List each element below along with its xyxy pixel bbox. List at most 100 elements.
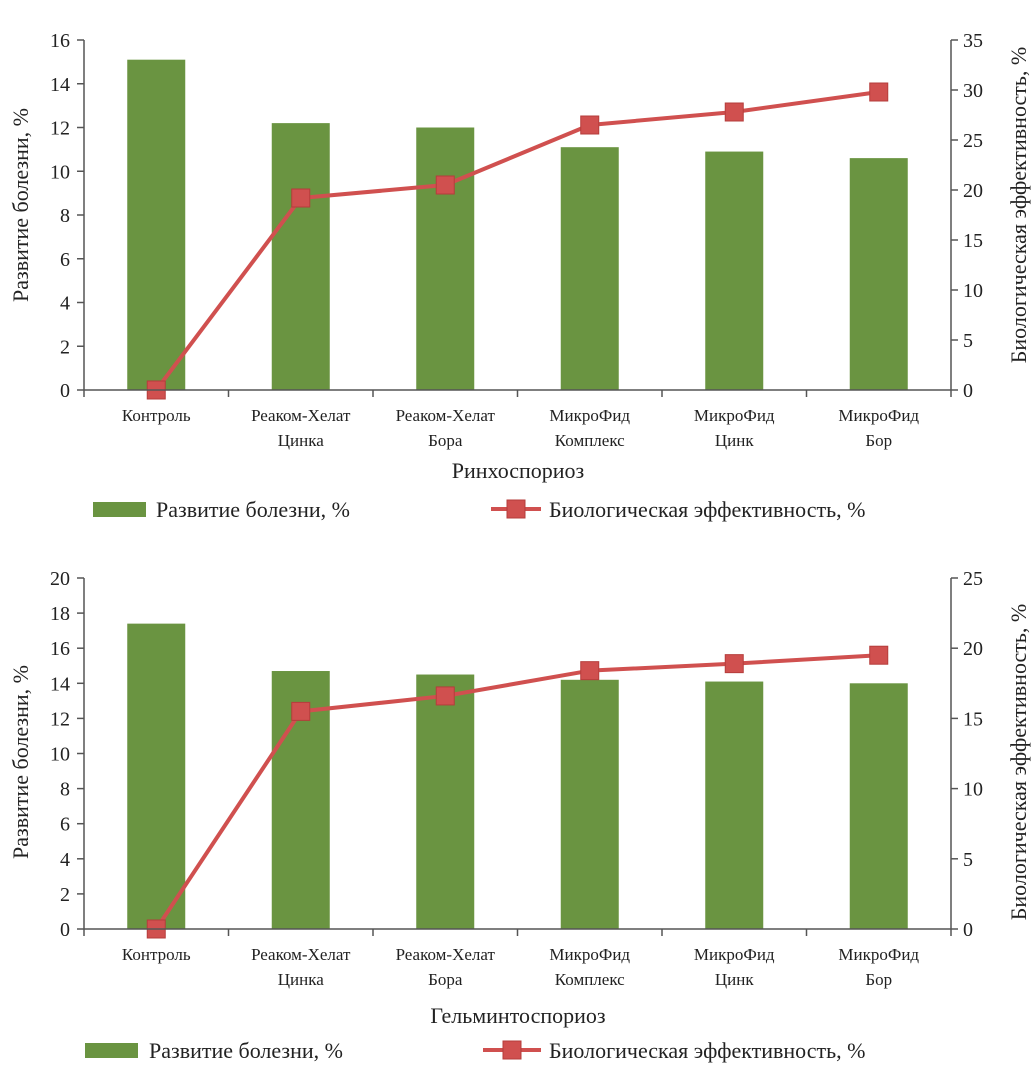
y2-axis-title: Биологическая эффективность, % bbox=[1006, 47, 1031, 363]
y2-tick-label: 5 bbox=[963, 330, 973, 352]
bar bbox=[127, 59, 186, 390]
y-tick-label: 14 bbox=[50, 74, 70, 96]
y-tick-label: 6 bbox=[60, 814, 70, 836]
bar bbox=[560, 679, 619, 929]
category-label: МикроФид bbox=[838, 945, 919, 964]
line-legend-marker bbox=[502, 1040, 522, 1060]
line-point bbox=[291, 188, 311, 208]
x-axis-title: Ринхоспориоз bbox=[452, 458, 585, 483]
y-tick-label: 12 bbox=[50, 708, 70, 730]
y-tick-label: 10 bbox=[50, 744, 70, 766]
category-label: Реаком-Хелат bbox=[396, 945, 496, 964]
bar bbox=[127, 623, 186, 929]
category-label: Реаком-Хелат bbox=[396, 406, 496, 425]
line-legend-label: Биологическая эффективность, % bbox=[549, 1038, 865, 1063]
line-point bbox=[580, 661, 600, 681]
category-labels: Контроль Реаком-Хелат Цинка Реаком-Хелат Бор… bbox=[122, 945, 920, 989]
y-tick-label: 20 bbox=[50, 568, 70, 590]
category-label: Комплекс bbox=[555, 431, 625, 450]
y-tick-label: 4 bbox=[60, 293, 70, 315]
category-label: Бор bbox=[865, 431, 892, 450]
bar bbox=[416, 127, 475, 390]
line-point bbox=[869, 645, 889, 665]
category-label: Цинк bbox=[715, 970, 754, 989]
category-label: МикроФид bbox=[549, 406, 630, 425]
line-series bbox=[146, 645, 889, 939]
y2-tick-label: 20 bbox=[963, 180, 983, 202]
category-label: Цинка bbox=[278, 431, 324, 450]
y-tick-label: 0 bbox=[60, 919, 70, 941]
y-axis-title: Развитие болезни, % bbox=[8, 108, 33, 302]
y-tick-label: 16 bbox=[50, 638, 70, 660]
category-label: Бора bbox=[428, 431, 463, 450]
category-label: Реаком-Хелат bbox=[251, 945, 351, 964]
y2-tick-label: 5 bbox=[963, 849, 973, 871]
y-tick-label: 16 bbox=[50, 30, 70, 52]
category-label: МикроФид bbox=[549, 945, 630, 964]
category-label: Бор bbox=[865, 970, 892, 989]
y-tick-label: 8 bbox=[60, 779, 70, 801]
legend: Развитие болезни, % Биологическая эффект… bbox=[85, 1038, 865, 1063]
line-series bbox=[146, 82, 889, 400]
y2-tick-label: 20 bbox=[963, 638, 983, 660]
legend: Развитие болезни, % Биологическая эффект… bbox=[93, 497, 865, 522]
axes bbox=[77, 577, 958, 936]
line-point bbox=[291, 701, 311, 721]
y-tick-label: 2 bbox=[60, 336, 70, 358]
bar bbox=[560, 147, 619, 390]
bar bbox=[849, 158, 908, 390]
category-label: Бора bbox=[428, 970, 463, 989]
y-tick-label: 14 bbox=[50, 673, 70, 695]
bar-legend-swatch bbox=[85, 1043, 138, 1058]
category-label: МикроФид bbox=[838, 406, 919, 425]
category-label: Контроль bbox=[122, 945, 191, 964]
x-axis-title: Гельминтоспориоз bbox=[430, 1003, 605, 1028]
y2-tick-label: 10 bbox=[963, 779, 983, 801]
y-tick-label: 6 bbox=[60, 249, 70, 271]
line-legend-label: Биологическая эффективность, % bbox=[549, 497, 865, 522]
bar bbox=[849, 683, 908, 929]
category-label: МикроФид bbox=[694, 406, 775, 425]
category-label: Контроль bbox=[122, 406, 191, 425]
y-tick-label: 4 bbox=[60, 849, 70, 871]
line-point bbox=[580, 115, 600, 135]
y2-tick-label: 0 bbox=[963, 380, 973, 402]
y2-tick-labels: 0 5 10 15 20 25 30 35 bbox=[963, 30, 983, 402]
y2-axis-title: Биологическая эффективность, % bbox=[1006, 604, 1031, 920]
chart-rhynchosporium: 0 2 4 6 8 10 12 14 16 0 5 10 15 20 25 30 35 Контроль Реа… bbox=[8, 30, 1031, 522]
y2-tick-label: 10 bbox=[963, 280, 983, 302]
chart-helminthosporium: 0 2 4 6 8 10 12 14 16 18 20 0 5 10 15 20 25 Контроль Реа… bbox=[8, 568, 1031, 1063]
bar bbox=[271, 123, 330, 390]
efficiency-line bbox=[154, 90, 880, 392]
y2-tick-label: 15 bbox=[963, 708, 983, 730]
line-point bbox=[724, 102, 744, 122]
bar-series bbox=[127, 623, 908, 929]
y-tick-labels: 0 2 4 6 8 10 12 14 16 18 20 bbox=[50, 568, 70, 941]
y2-tick-label: 35 bbox=[963, 30, 983, 52]
category-label: Реаком-Хелат bbox=[251, 406, 351, 425]
y-tick-label: 12 bbox=[50, 118, 70, 140]
y2-tick-label: 25 bbox=[963, 130, 983, 152]
y-tick-labels: 0 2 4 6 8 10 12 14 16 bbox=[50, 30, 70, 402]
bar bbox=[416, 674, 475, 929]
line-point bbox=[869, 82, 889, 102]
y2-tick-label: 25 bbox=[963, 568, 983, 590]
y2-tick-label: 30 bbox=[963, 80, 983, 102]
category-label: МикроФид bbox=[694, 945, 775, 964]
bar-series bbox=[127, 59, 908, 390]
line-legend-marker bbox=[506, 499, 526, 519]
y2-tick-labels: 0 5 10 15 20 25 bbox=[963, 568, 983, 941]
y-tick-label: 10 bbox=[50, 161, 70, 183]
y-tick-label: 8 bbox=[60, 205, 70, 227]
y2-tick-label: 0 bbox=[963, 919, 973, 941]
efficiency-line bbox=[154, 653, 879, 931]
bar-legend-label: Развитие болезни, % bbox=[149, 1038, 343, 1063]
bar-legend-swatch bbox=[93, 502, 146, 517]
axes bbox=[77, 39, 958, 397]
bar bbox=[705, 151, 764, 390]
y2-tick-label: 15 bbox=[963, 230, 983, 252]
y-tick-label: 0 bbox=[60, 380, 70, 402]
y-tick-label: 18 bbox=[50, 603, 70, 625]
category-label: Цинк bbox=[715, 431, 754, 450]
